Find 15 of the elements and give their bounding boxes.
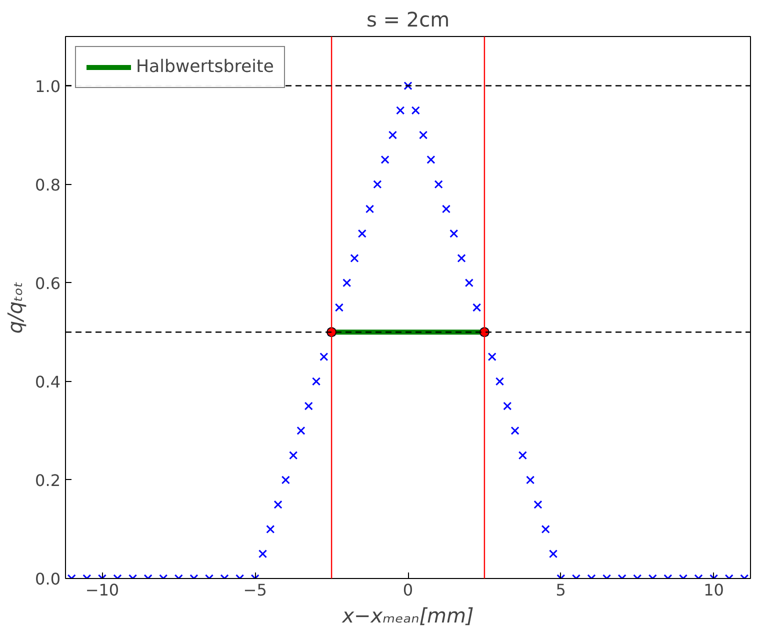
x-tick-label: 5 (556, 580, 566, 600)
x-tick-label: −5 (243, 580, 267, 600)
x-tick-label: 10 (704, 580, 724, 600)
y-tick-label: 0.2 (35, 470, 61, 490)
y-tick-label: 0.0 (35, 570, 61, 588)
y-tick-label: 1.0 (35, 76, 61, 96)
legend-label: Halbwertsbreite (136, 57, 274, 77)
y-tick-label: 0.4 (35, 372, 61, 392)
y-tick-label: 0.6 (35, 274, 61, 293)
y-tick-label: 0.8 (35, 175, 61, 194)
x-axis-title: x−xₘₑₐₙ[mm] (341, 604, 474, 628)
y-axis-title: q/qₜₒₜ (3, 281, 28, 334)
x-tick-label: 0 (402, 580, 414, 600)
x-tick-label: −10 (85, 580, 120, 600)
chart-title: s = 2cm (366, 8, 450, 32)
